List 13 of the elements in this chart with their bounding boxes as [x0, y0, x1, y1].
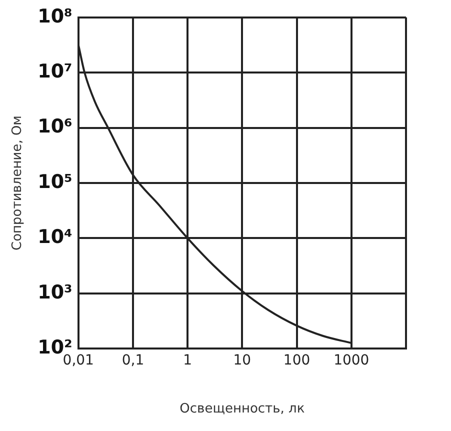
y-tick-label: 10⁶: [38, 116, 72, 138]
x-axis-title: Освещенность, лк: [180, 402, 305, 417]
y-tick-label: 10⁴: [38, 226, 72, 248]
y-tick-label: 10⁸: [38, 5, 72, 28]
x-tick-label: 0,1: [122, 352, 144, 369]
x-tick-label: 1: [183, 352, 192, 369]
y-axis-title: Сопротивление, Ом: [10, 116, 26, 250]
y-tick-label: 10³: [38, 281, 72, 304]
y-tick-label: 10⁷: [38, 60, 72, 83]
x-tick-label: 100: [283, 352, 310, 369]
x-tick-label: 1000: [334, 352, 370, 369]
y-tick-label: 10⁵: [38, 170, 72, 193]
x-tick-label: 10: [233, 352, 252, 369]
